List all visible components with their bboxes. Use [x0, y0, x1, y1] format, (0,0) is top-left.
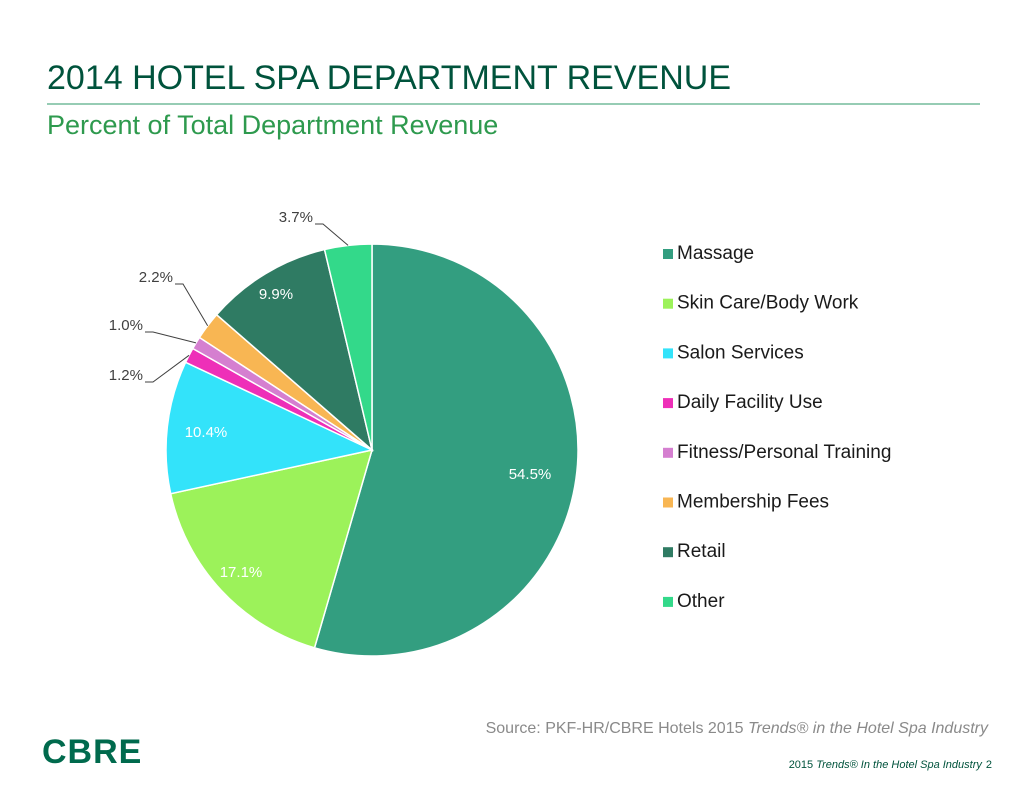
data-label: 3.7% [279, 209, 313, 226]
leader-line [145, 354, 190, 383]
leader-line [175, 283, 209, 327]
legend-label: Salon Services [677, 342, 804, 363]
logo: CBRE [42, 733, 142, 771]
legend-label: Daily Facility Use [677, 392, 823, 413]
pie-slice [165, 361, 375, 495]
pie-slice [169, 449, 374, 649]
source: Source: PKF-HR/CBRE Hotels 2015 Trends® … [486, 720, 989, 737]
source-text: Source: PKF-HR/CBRE Hotels 2015 [486, 720, 748, 737]
leader-line [145, 331, 197, 344]
legend-swatch [663, 298, 673, 309]
legend-swatch [663, 249, 673, 259]
legend-label: Massage [677, 243, 754, 264]
footer-italic: Trends® In the Hotel Spa Industry [816, 759, 983, 771]
legend-swatch [663, 547, 673, 558]
data-label: 54.5% [509, 466, 552, 483]
footer: 2015 Trends® In the Hotel Spa Industry 2 [789, 759, 992, 771]
pie-slice [313, 243, 579, 657]
page-number: 2 [986, 759, 992, 771]
legend-swatch [663, 398, 673, 409]
legend-swatch [663, 497, 673, 508]
legend-label: Fitness/Personal Training [677, 442, 891, 463]
legend-label: Retail [677, 541, 726, 562]
legend-label: Membership Fees [677, 492, 829, 513]
data-label: 1.2% [109, 367, 143, 384]
slide-title: 2014 HOTEL SPA DEPARTMENT REVENUE [47, 59, 731, 97]
legend-label: Skin Care/Body Work [677, 293, 859, 314]
pie-slice [323, 243, 373, 451]
legend-label: Other [677, 591, 725, 612]
leader-line [315, 223, 349, 246]
footer-text: 2015 [789, 759, 817, 771]
pie-slice [215, 248, 374, 453]
data-label: 17.1% [220, 564, 263, 581]
legend-swatch [663, 447, 673, 458]
slide-subtitle: Percent of Total Department Revenue [47, 110, 498, 140]
data-label: 2.2% [139, 269, 173, 286]
legend-swatch [663, 596, 673, 607]
legend-swatch [663, 348, 673, 359]
data-label: 1.0% [109, 317, 143, 334]
data-label: 9.9% [259, 286, 293, 303]
source-italic: Trends® in the Hotel Spa Industry [748, 720, 989, 737]
data-label: 10.4% [185, 424, 228, 441]
